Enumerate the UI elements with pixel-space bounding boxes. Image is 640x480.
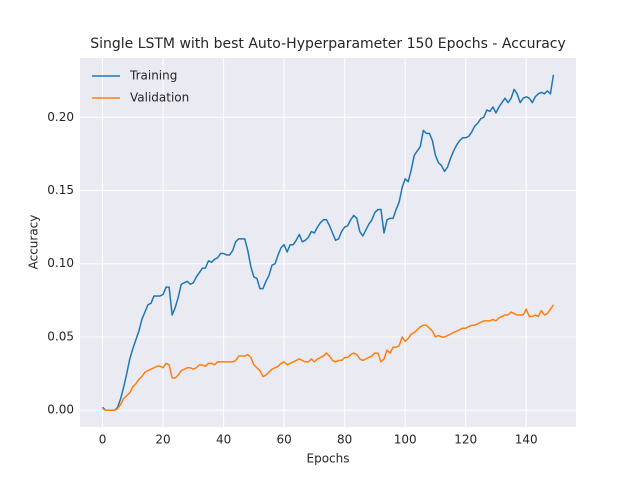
y-tick-label: 0.10 [47,256,74,270]
x-tick-label: 0 [99,433,107,447]
plot-area [80,58,576,427]
y-tick-label: 0.20 [47,110,74,124]
x-tick-label: 40 [216,433,231,447]
x-tick-label: 120 [454,433,477,447]
x-tick-label: 140 [515,433,538,447]
series-line [102,304,555,411]
x-tick-label: 20 [155,433,170,447]
legend-label: Validation [130,91,189,105]
series-line [102,74,555,411]
y-tick-label: 0.00 [47,403,74,417]
legend-label: Training [129,69,177,83]
x-tick-label: 60 [276,433,291,447]
x-tick-label: 80 [337,433,352,447]
chart-title: Single LSTM with best Auto-Hyperparamete… [90,36,566,52]
x-axis-label: Epochs [307,452,350,466]
y-tick-label: 0.05 [47,329,74,343]
grid [80,58,576,427]
y-tick-label: 0.15 [47,183,74,197]
y-axis-label: Accuracy [27,215,41,270]
marks [102,74,555,411]
x-tick-label: 100 [394,433,417,447]
